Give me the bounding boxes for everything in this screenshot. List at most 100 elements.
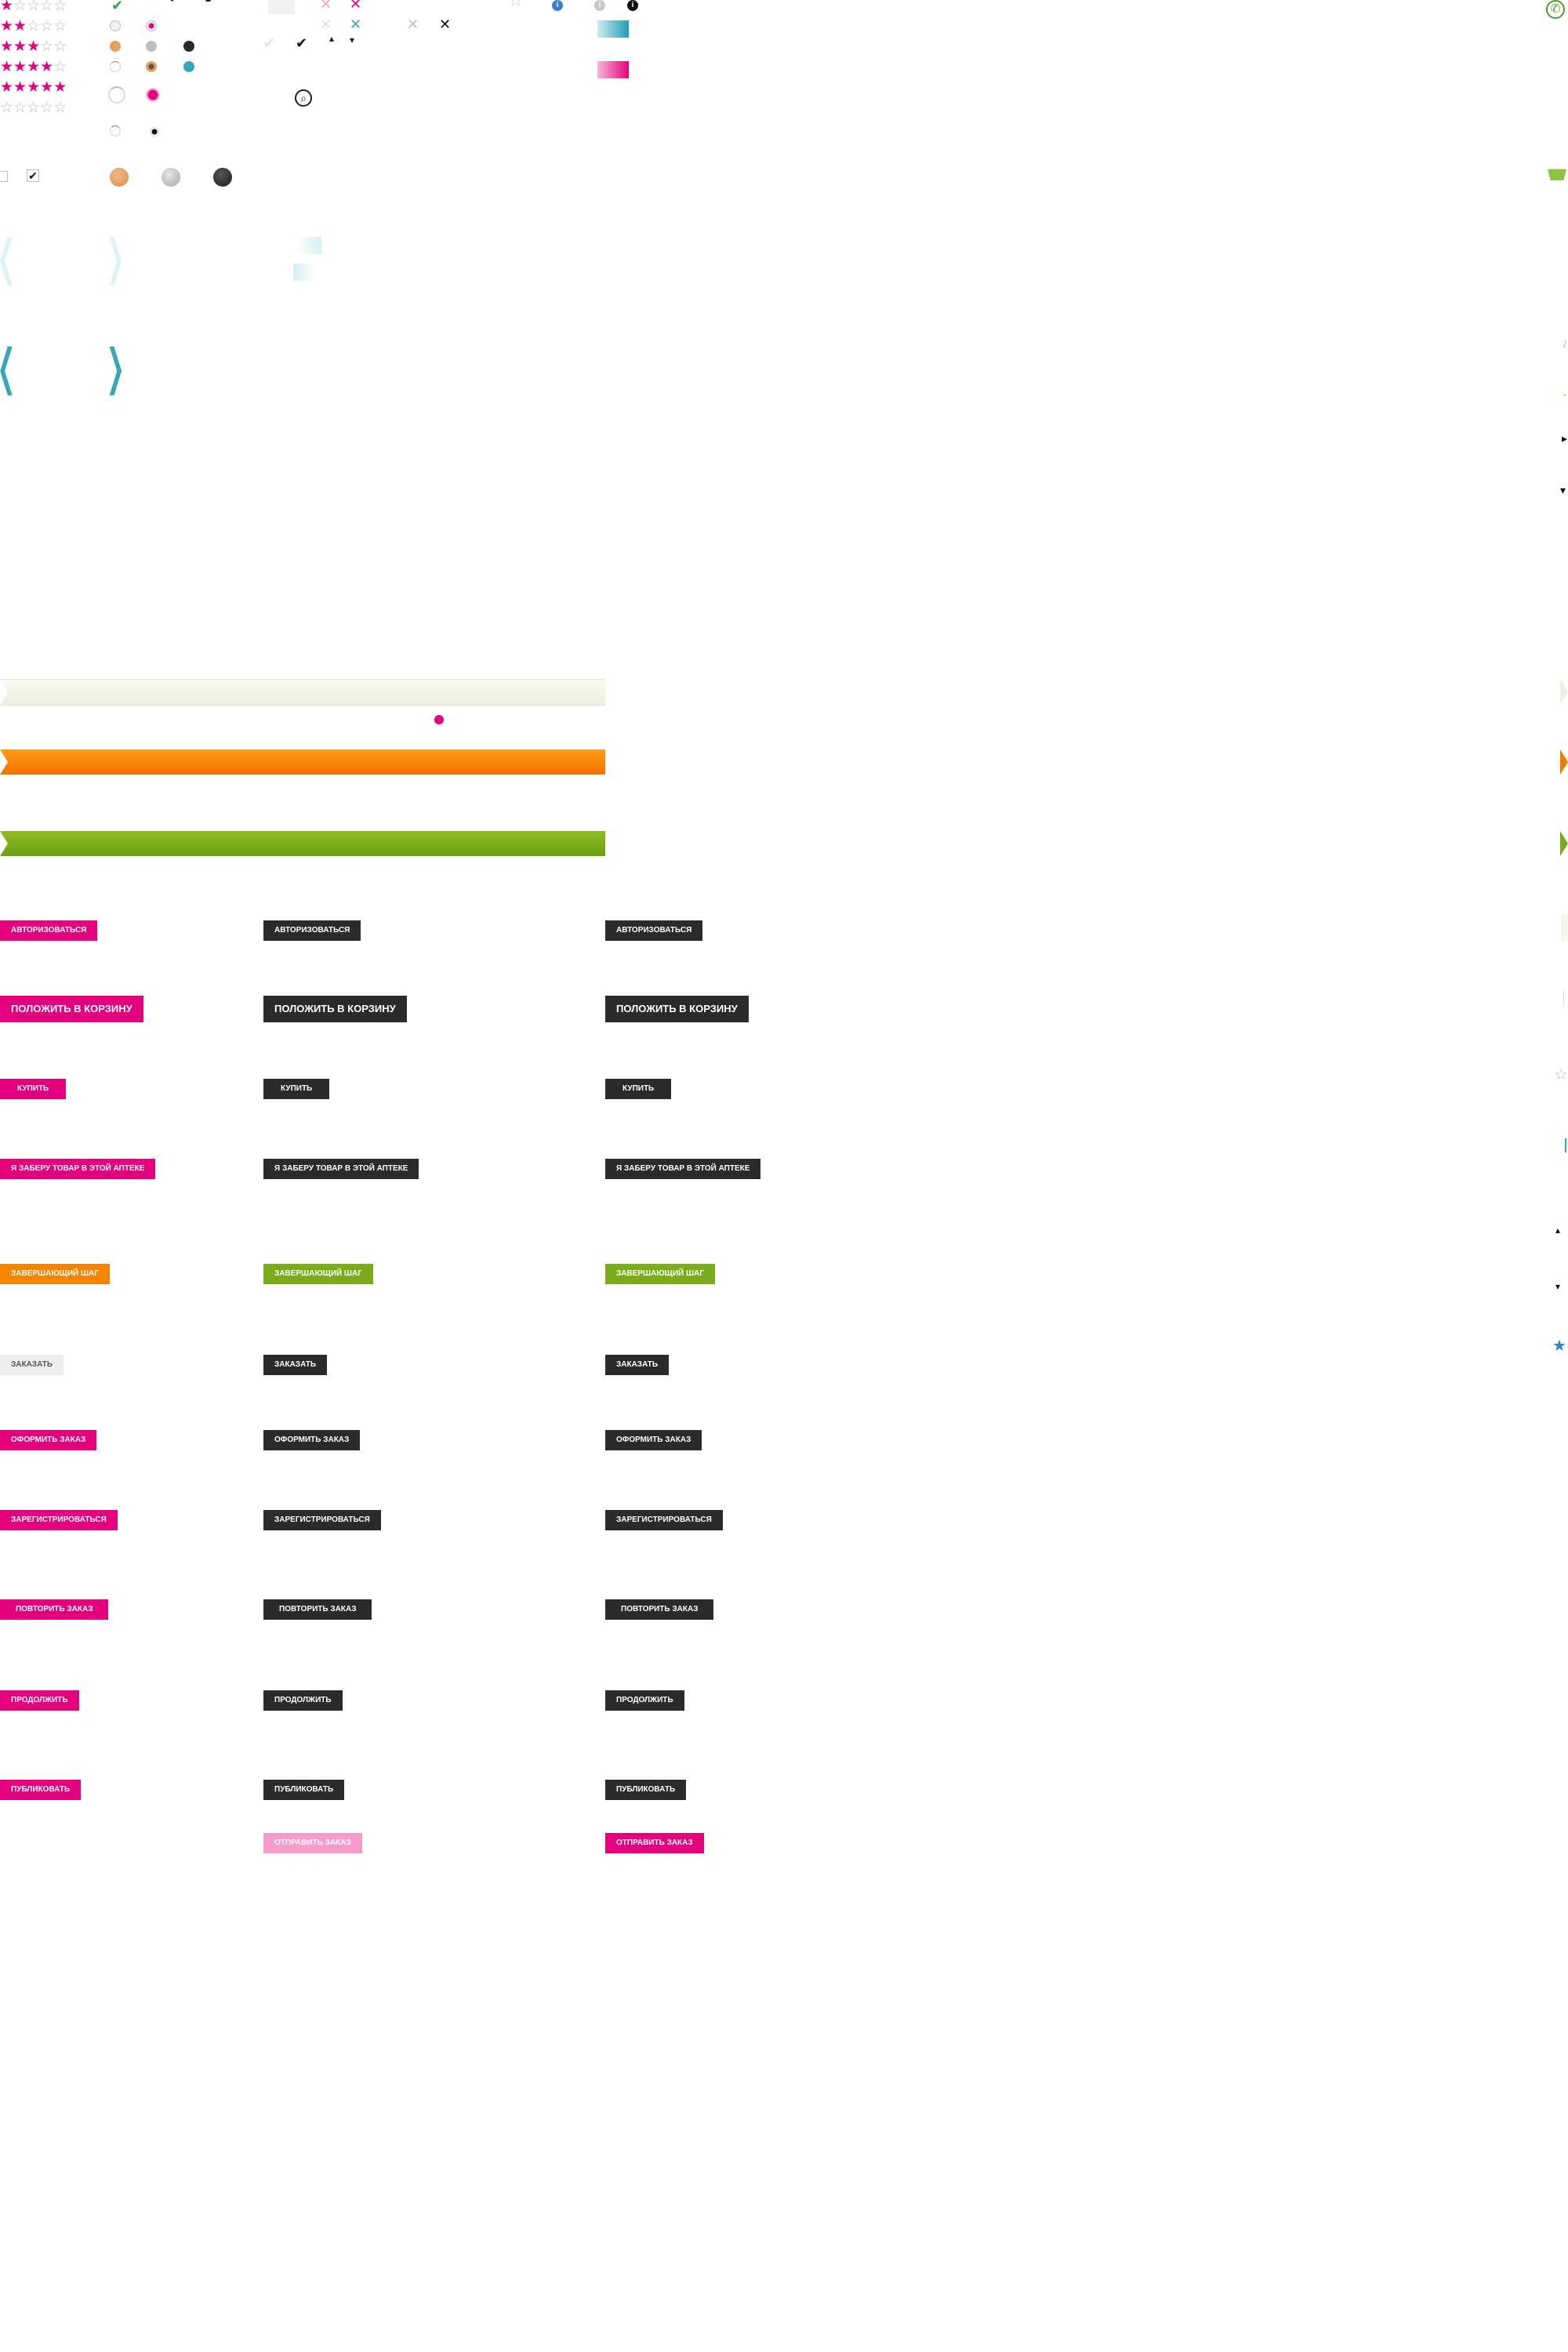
- basket-icon[interactable]: [1548, 169, 1566, 180]
- star-empty-icon[interactable]: ☆: [27, 100, 41, 116]
- checkbox-checked-icon[interactable]: ✔: [27, 169, 39, 182]
- close-teal-icon[interactable]: ✕: [350, 16, 362, 32]
- pickup-button-dark[interactable]: Я ЗАБЕРУ ТОВАР В ЭТОЙ АПТЕКЕ: [263, 1159, 419, 1179]
- close-pink-light-icon[interactable]: ✕: [320, 0, 332, 12]
- phone-icon[interactable]: ✆: [1546, 0, 1565, 19]
- star-filled-icon[interactable]: ★: [0, 59, 14, 75]
- add-to-cart-button-dark-hover[interactable]: ПОЛОЖИТЬ В КОРЗИНУ: [605, 996, 749, 1022]
- star-filled-icon[interactable]: ★: [0, 79, 14, 96]
- radio-orange-icon[interactable]: [110, 41, 121, 52]
- final-step-button-green[interactable]: ЗАВЕРШАЮЩИЙ ШАГ: [263, 1264, 373, 1284]
- continue-button-pink[interactable]: ПРОДОЛЖИТЬ: [0, 1690, 79, 1711]
- star-empty-icon[interactable]: ☆: [40, 18, 54, 34]
- star-empty-icon[interactable]: ☆: [27, 18, 41, 34]
- info-blue-icon[interactable]: i: [552, 0, 563, 11]
- star-empty-icon[interactable]: ☆: [40, 0, 54, 14]
- star-empty-icon[interactable]: ☆: [53, 59, 67, 75]
- buy-button-pink[interactable]: КУПИТЬ: [0, 1079, 67, 1099]
- order-button-light[interactable]: ЗАКАЗАТЬ: [0, 1355, 64, 1375]
- star-empty-icon[interactable]: ☆: [53, 100, 67, 116]
- register-button-dark[interactable]: ЗАРЕГИСТРИРОВАТЬСЯ: [263, 1510, 381, 1530]
- final-step-button-green-hover[interactable]: ЗАВЕРШАЮЩИЙ ШАГ: [605, 1264, 715, 1284]
- chevron-right-icon[interactable]: ⟩: [105, 339, 127, 400]
- radio-gray-icon[interactable]: [146, 41, 157, 52]
- info-black-icon[interactable]: i: [627, 0, 638, 11]
- radio-dark-icon[interactable]: [183, 41, 194, 52]
- star-empty-icon[interactable]: ☆: [0, 100, 14, 116]
- final-step-button-orange[interactable]: ЗАВЕРШАЮЩИЙ ШАГ: [0, 1264, 110, 1284]
- checkout-button-dark[interactable]: ОФОРМИТЬ ЗАКАЗ: [263, 1430, 361, 1450]
- star-rating-0[interactable]: ☆☆☆☆☆: [0, 100, 67, 116]
- info-gray-icon[interactable]: i: [594, 0, 605, 11]
- star-rating-5[interactable]: ★★★★★: [0, 80, 67, 96]
- radio-off-icon[interactable]: [110, 20, 121, 31]
- star-filled-icon[interactable]: ★: [13, 79, 27, 96]
- send-order-button-pink[interactable]: ОТПРАВИТЬ ЗАКАЗ: [605, 1833, 704, 1853]
- star-empty-icon[interactable]: ☆: [13, 0, 27, 14]
- close-pink-icon[interactable]: ✕: [350, 0, 362, 12]
- order-button-dark[interactable]: ЗАКАЗАТЬ: [263, 1355, 328, 1375]
- star-rating-4[interactable]: ★★★★☆: [0, 60, 67, 75]
- radio-on-orange-icon[interactable]: [146, 61, 157, 72]
- repeat-order-button-dark-hover[interactable]: ПОВТОРИТЬ ЗАКАЗ: [605, 1599, 714, 1620]
- close-gray-icon[interactable]: ✕: [407, 16, 419, 32]
- radio-teal-icon[interactable]: [183, 61, 194, 72]
- swatch-dark[interactable]: [213, 168, 232, 187]
- checkout-button-dark-hover[interactable]: ОФОРМИТЬ ЗАКАЗ: [605, 1430, 702, 1450]
- star-empty-icon[interactable]: ☆: [53, 0, 67, 14]
- publish-button-dark-hover[interactable]: ПУБЛИКОВАТЬ: [605, 1780, 687, 1800]
- star-empty-icon[interactable]: ☆: [40, 38, 54, 55]
- buy-button-dark-hover[interactable]: КУПИТЬ: [605, 1079, 672, 1099]
- star-filled-icon[interactable]: ★: [13, 38, 27, 55]
- radio-small-on-icon[interactable]: [150, 127, 159, 136]
- radio-outline-icon[interactable]: [110, 61, 121, 72]
- register-button-dark-hover[interactable]: ЗАРЕГИСТРИРОВАТЬСЯ: [605, 1510, 723, 1530]
- chevron-right-light-icon[interactable]: ⟩: [105, 229, 127, 290]
- checkbox-unchecked-icon[interactable]: [0, 171, 8, 182]
- star-empty-icon[interactable]: ☆: [53, 38, 67, 55]
- login-button-dark[interactable]: АВТОРИЗОВАТЬСЯ: [263, 920, 361, 941]
- star-rating-1[interactable]: ★☆☆☆☆: [0, 0, 67, 14]
- star-filled-icon[interactable]: ★: [0, 38, 14, 55]
- star-rating-3[interactable]: ★★★☆☆: [0, 39, 67, 55]
- close-black-icon[interactable]: ✕: [439, 16, 452, 32]
- repeat-order-button-dark[interactable]: ПОВТОРИТЬ ЗАКАЗ: [263, 1599, 372, 1620]
- radio-large-pink-icon[interactable]: [146, 88, 160, 102]
- star-rating-2[interactable]: ★★☆☆☆: [0, 19, 67, 34]
- publish-button-dark[interactable]: ПУБЛИКОВАТЬ: [263, 1780, 345, 1800]
- send-order-button-disabled[interactable]: ОТПРАВИТЬ ЗАКАЗ: [263, 1833, 362, 1853]
- add-to-cart-button-pink[interactable]: ПОЛОЖИТЬ В КОРЗИНУ: [0, 996, 143, 1022]
- buy-button-dark[interactable]: КУПИТЬ: [263, 1079, 330, 1099]
- continue-button-dark-hover[interactable]: ПРОДОЛЖИТЬ: [605, 1690, 684, 1711]
- star-filled-icon[interactable]: ★: [27, 79, 41, 96]
- star-filled-icon[interactable]: ★: [40, 59, 54, 75]
- star-empty-icon[interactable]: ☆: [13, 100, 27, 116]
- star-empty-icon[interactable]: ☆: [53, 18, 67, 34]
- pickup-button-dark-hover[interactable]: Я ЗАБЕРУ ТОВАР В ЭТОЙ АПТЕКЕ: [605, 1159, 761, 1179]
- chevron-left-icon[interactable]: ⟨: [0, 342, 16, 397]
- star-filled-icon[interactable]: ★: [0, 18, 14, 34]
- continue-button-dark[interactable]: ПРОДОЛЖИТЬ: [263, 1690, 343, 1711]
- star-filled-icon[interactable]: ★: [27, 59, 41, 75]
- repeat-order-button-pink[interactable]: ПОВТОРИТЬ ЗАКАЗ: [0, 1599, 109, 1620]
- swatch-gray[interactable]: [162, 168, 180, 187]
- publish-button-pink[interactable]: ПУБЛИКОВАТЬ: [0, 1780, 82, 1800]
- chevron-left-light-icon[interactable]: ⟨: [0, 232, 16, 287]
- star-filled-icon[interactable]: ★: [40, 79, 54, 96]
- star-filled-icon[interactable]: ★: [13, 59, 27, 75]
- radio-on-pink-icon[interactable]: [146, 20, 157, 31]
- checkout-button-pink[interactable]: ОФОРМИТЬ ЗАКАЗ: [0, 1430, 97, 1450]
- star-empty-icon[interactable]: ☆: [27, 0, 41, 14]
- add-to-cart-button-dark[interactable]: ПОЛОЖИТЬ В КОРЗИНУ: [263, 996, 407, 1022]
- star-filled-icon[interactable]: ★: [27, 38, 41, 55]
- star-empty-icon[interactable]: ☆: [40, 100, 54, 116]
- swatch-orange[interactable]: [110, 168, 129, 187]
- star-filled-icon[interactable]: ★: [0, 0, 14, 14]
- star-filled-icon[interactable]: ★: [53, 79, 67, 96]
- search-icon[interactable]: ⌕: [295, 89, 312, 107]
- close-teal-light-icon[interactable]: ✕: [320, 16, 332, 32]
- login-button-pink[interactable]: АВТОРИЗОВАТЬСЯ: [0, 920, 98, 941]
- radio-large-outline-icon[interactable]: [108, 86, 125, 103]
- register-button-pink[interactable]: ЗАРЕГИСТРИРОВАТЬСЯ: [0, 1510, 118, 1530]
- pickup-button-pink[interactable]: Я ЗАБЕРУ ТОВАР В ЭТОЙ АПТЕКЕ: [0, 1159, 156, 1179]
